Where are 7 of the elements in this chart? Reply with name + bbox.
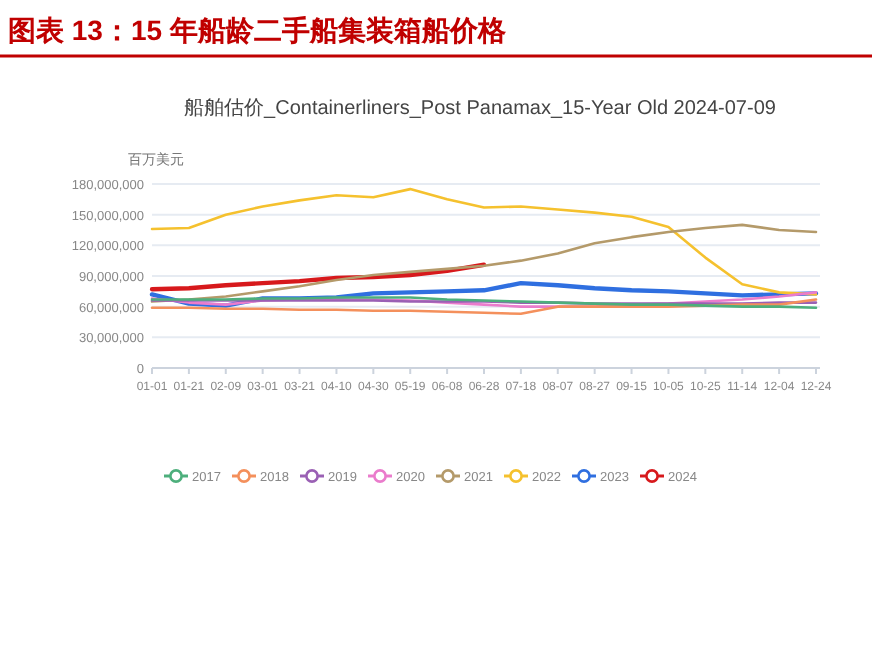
chart-title: 图表 13：15 年船龄二手船集装箱船价格 — [8, 14, 508, 46]
line-series — [149, 280, 819, 308]
line-series — [150, 223, 818, 303]
line-series — [149, 262, 487, 292]
chart-subtitle: 船舶估价_Containerliners_Post Panamax_15-Year Old 2024-07-09 — [184, 96, 777, 120]
line-series — [150, 187, 818, 296]
line-series — [150, 298, 818, 316]
